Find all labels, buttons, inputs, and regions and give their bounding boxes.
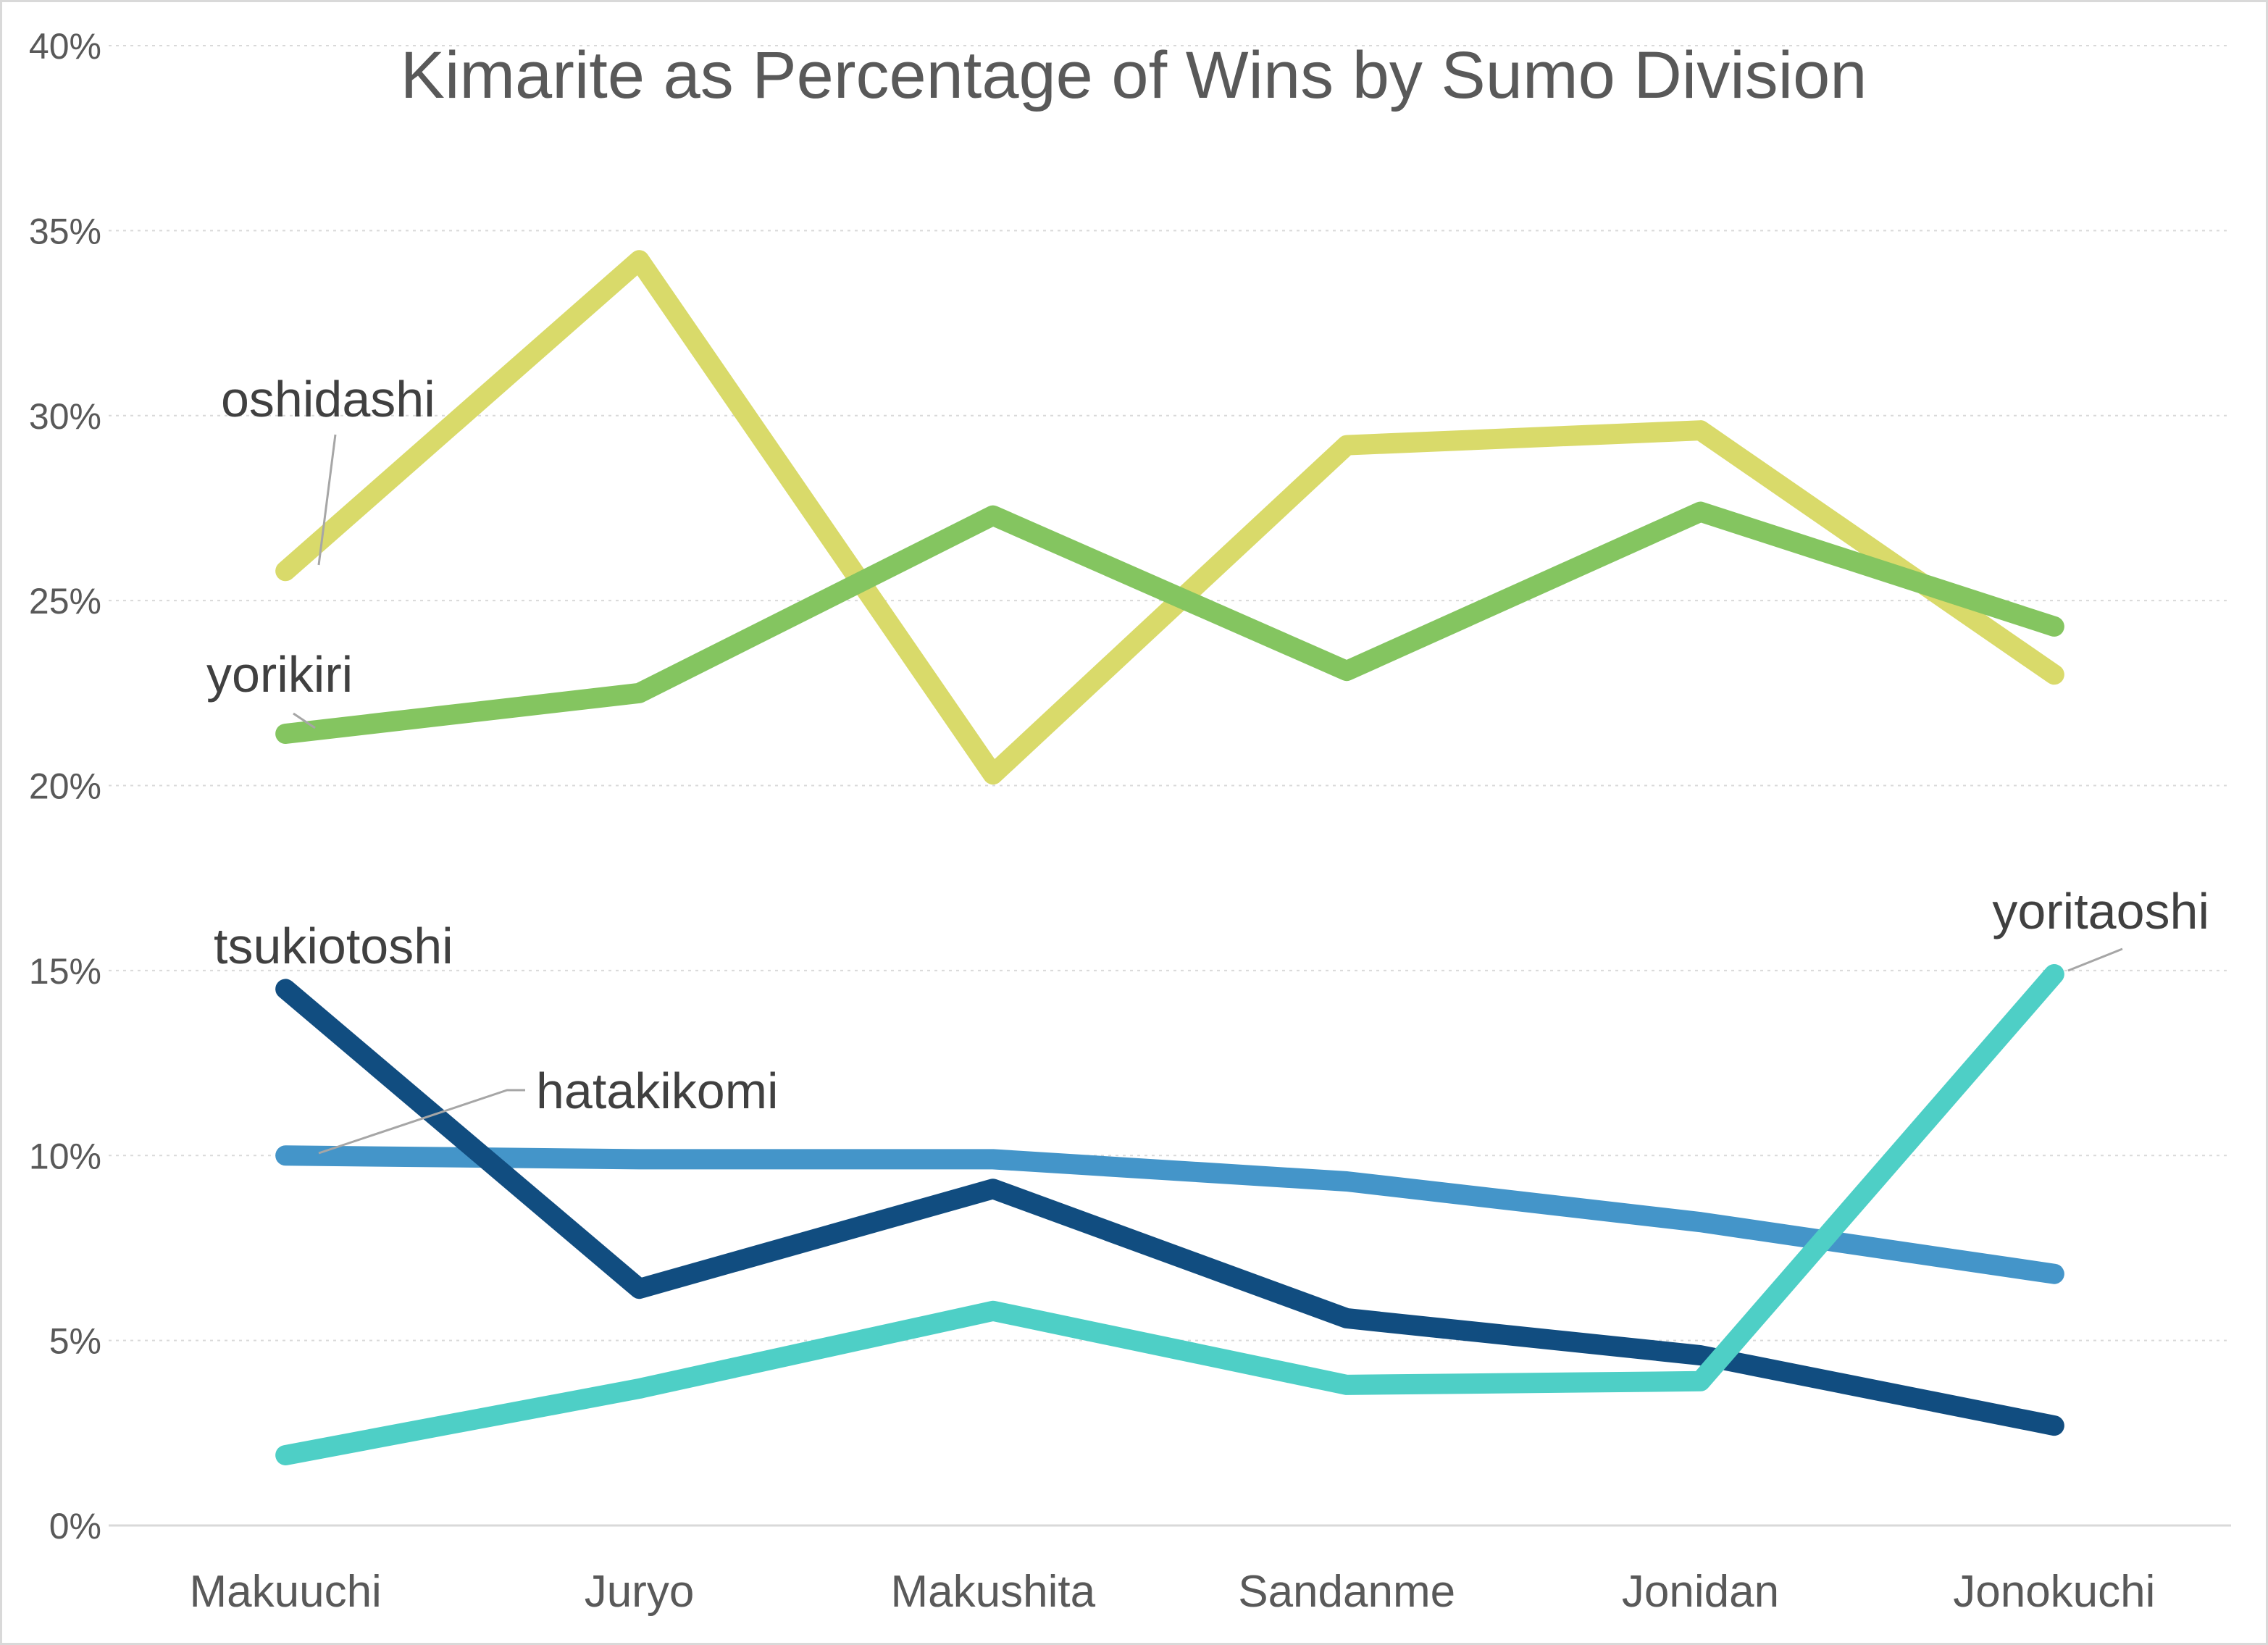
- gridlines: [109, 45, 2231, 1527]
- leader-line-yoritaoshi: [2067, 947, 2123, 972]
- leader-line-yorikiri: [293, 712, 316, 729]
- leader-line-oshidashi: [317, 434, 337, 566]
- x-category-label: Sandanme: [1238, 1567, 1455, 1617]
- series-line-oshidashi: [275, 250, 2064, 785]
- series-label-tsukiotoshi: tsukiotoshi: [214, 918, 453, 974]
- y-tick-label: 35%: [29, 211, 101, 251]
- x-category-label: Jonidan: [1622, 1567, 1779, 1617]
- series-label-yorikiri: yorikiri: [206, 646, 353, 703]
- series-lines: [275, 250, 2064, 1465]
- y-tick-label: 30%: [29, 396, 101, 437]
- series-labels: oshidashi yorikiri hatakikomi tsukiotoshi yo…: [206, 371, 2209, 1119]
- label-leaders: [293, 434, 2123, 1155]
- y-tick-label: 0%: [49, 1506, 101, 1546]
- y-tick-label: 25%: [29, 581, 101, 621]
- x-category-label: Makuuchi: [189, 1567, 381, 1617]
- chart-title: Kimarite as Percentage of Wins by Sumo D…: [401, 38, 1867, 112]
- series-line-tsukiotoshi: [275, 979, 2064, 1436]
- series-line-yoritaoshi: [275, 963, 2064, 1465]
- leader-line-hatakikomi: [318, 1089, 525, 1155]
- series-label-oshidashi: oshidashi: [221, 371, 435, 427]
- x-category-label: Jonokuchi: [1953, 1567, 2155, 1617]
- series-label-hatakikomi: hatakikomi: [536, 1063, 779, 1119]
- y-tick-label: 20%: [29, 766, 101, 807]
- series-line-hatakikomi: [275, 1145, 2064, 1284]
- y-tick-label: 10%: [29, 1136, 101, 1176]
- series-label-yoritaoshi: yoritaoshi: [1992, 883, 2209, 939]
- x-category-label: Juryo: [585, 1567, 695, 1617]
- y-tick-label: 40%: [29, 26, 101, 67]
- x-axis-categories: Makuuchi Juryo Makushita Sandanme Jonidan Jon…: [189, 1567, 2155, 1617]
- x-category-label: Makushita: [891, 1567, 1096, 1617]
- y-axis-ticks: 0% 5% 10% 15% 20% 25% 30% 35% 40%: [29, 26, 101, 1546]
- series-line-yorikiri: [275, 501, 2064, 744]
- y-tick-label: 15%: [29, 951, 101, 992]
- y-tick-label: 5%: [49, 1321, 101, 1362]
